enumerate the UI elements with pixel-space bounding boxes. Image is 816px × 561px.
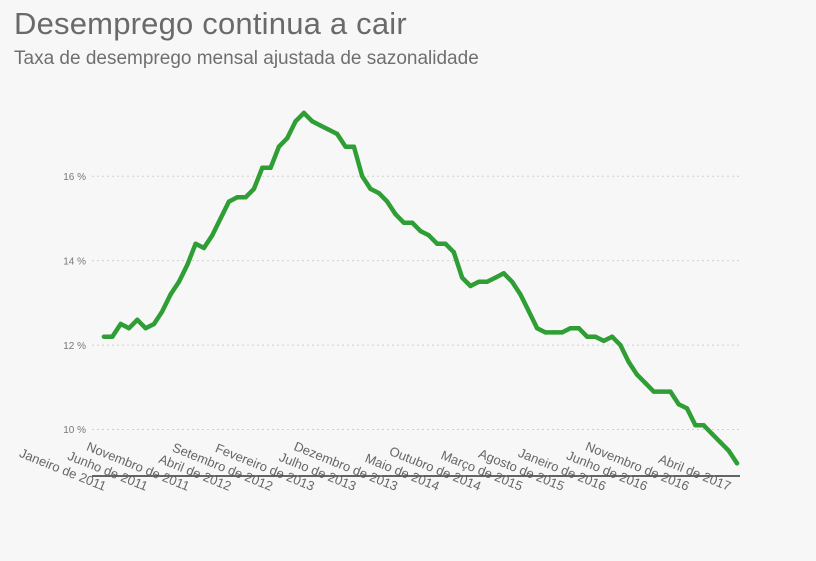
data-point [185,262,190,268]
data-point [509,279,515,284]
data-point [168,292,173,297]
data-point [301,110,307,116]
data-point [243,195,248,200]
data-point [376,190,382,196]
data-point [160,309,165,314]
data-point [568,326,573,331]
data-point [393,212,398,217]
data-point [326,127,332,132]
data-point [634,372,640,377]
data-point [351,144,357,149]
series-line [101,110,740,466]
data-point [459,275,465,280]
data-point [343,144,348,149]
data-point [718,440,723,445]
data-point [359,174,365,179]
data-point [609,334,615,339]
data-point [534,326,540,331]
data-point [110,334,115,339]
data-point [218,216,223,221]
y-tick-label: 12 % [63,341,86,352]
data-point [176,279,182,284]
series-layer [101,110,740,466]
data-point [210,233,215,238]
data-point [335,131,340,137]
data-point [426,233,432,238]
data-point [409,220,415,225]
data-point [226,199,232,204]
data-point [310,119,315,124]
data-point [268,165,273,170]
data-point [693,423,698,428]
data-point [726,448,731,453]
data-point [684,406,690,411]
y-tick-label: 14 % [63,256,86,267]
data-point [518,292,523,297]
data-point [293,119,298,124]
y-tick-label: 16 % [63,172,86,183]
data-point [418,228,423,234]
data-point [676,402,681,407]
data-point [451,250,457,255]
y-axis-tick-labels: 10 % 12 % 14 % 16 % [63,172,86,436]
data-point [476,279,482,284]
data-point [126,326,132,331]
data-point [543,330,548,335]
data-point [118,321,123,327]
data-point [193,241,198,246]
data-point [285,136,290,141]
data-point [526,309,531,314]
data-point [143,326,148,331]
data-point [101,334,107,339]
data-point [260,165,265,170]
data-point [135,317,140,322]
data-point [368,186,373,192]
data-point [618,342,623,348]
data-point [235,195,240,200]
data-point [318,123,323,128]
data-point [201,245,207,251]
gridlines [92,175,740,431]
chart-title: Desemprego continua a cair [14,6,407,41]
data-point [276,144,282,149]
data-point [468,283,473,289]
data-point [651,389,656,394]
data-point [643,380,648,386]
data-point [384,199,390,204]
data-point [251,186,257,192]
data-point [701,423,706,428]
data-point [501,271,506,276]
data-point [659,389,665,394]
data-point [151,321,157,327]
data-point [493,275,498,280]
data-point [668,389,673,394]
data-point [551,330,556,335]
y-tick-label: 10 % [63,425,86,436]
data-point [484,279,490,284]
chart-subtitle: Taxa de desemprego mensal ajustada de sa… [14,48,479,69]
data-point [443,241,448,246]
data-point [434,241,440,246]
data-point [626,359,631,365]
data-point [734,461,740,466]
data-point [593,334,598,339]
data-point [709,431,715,436]
data-point [601,338,606,344]
data-point [401,220,407,225]
data-point [559,330,565,335]
data-point [584,334,590,339]
data-point [576,326,581,331]
